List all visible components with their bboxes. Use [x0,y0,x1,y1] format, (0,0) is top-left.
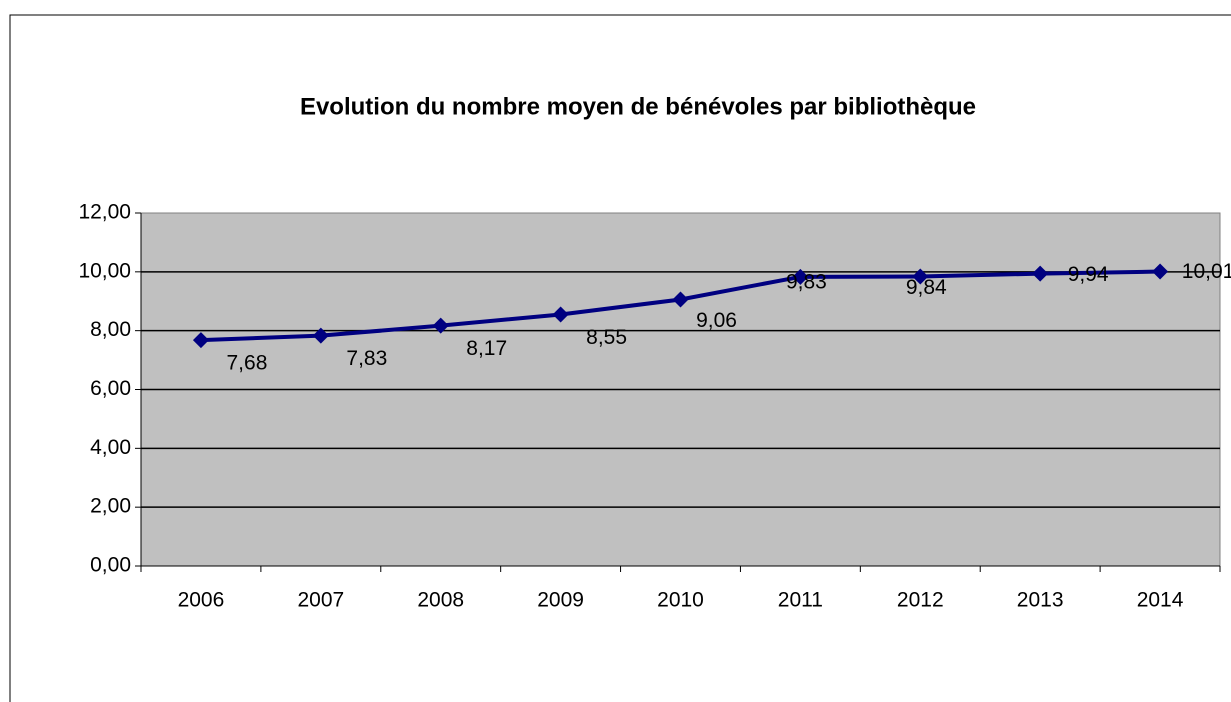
x-tick-label: 2007 [297,589,344,612]
data-label: 10,01 [1182,260,1231,283]
y-tick-label: 6,00 [90,377,131,400]
x-tick-label: 2014 [1137,589,1184,612]
data-label: 7,68 [227,352,268,375]
chart-title: Evolution du nombre moyen de bénévoles p… [300,93,976,120]
x-tick-label: 2013 [1017,589,1064,612]
data-label: 9,06 [696,309,737,332]
marker [672,291,689,308]
data-label: 7,83 [346,347,387,370]
x-tick-label: 2011 [778,589,823,612]
x-tick-label: 2012 [897,589,944,612]
y-tick-label: 2,00 [90,495,131,518]
marker [792,268,809,285]
marker [192,332,209,349]
data-label: 9,94 [1068,263,1109,286]
x-tick-label: 2006 [178,589,225,612]
data-label: 8,55 [586,326,627,349]
x-tick-label: 2008 [417,589,464,612]
marker [1152,263,1169,280]
y-tick-label: 8,00 [90,318,131,341]
marker [912,268,929,285]
y-tick-label: 12,00 [78,201,131,224]
marker [432,317,449,334]
y-tick-label: 4,00 [90,436,131,459]
data-label: 9,84 [906,276,947,299]
x-tick-label: 2010 [657,589,704,612]
data-label: 8,17 [466,337,507,360]
data-label: 9,83 [786,270,827,293]
marker [1032,265,1049,282]
y-tick-label: 0,00 [90,554,131,577]
marker [312,327,329,344]
x-tick-label: 2009 [537,589,584,612]
y-tick-label: 10,00 [78,259,131,282]
marker [552,306,569,323]
